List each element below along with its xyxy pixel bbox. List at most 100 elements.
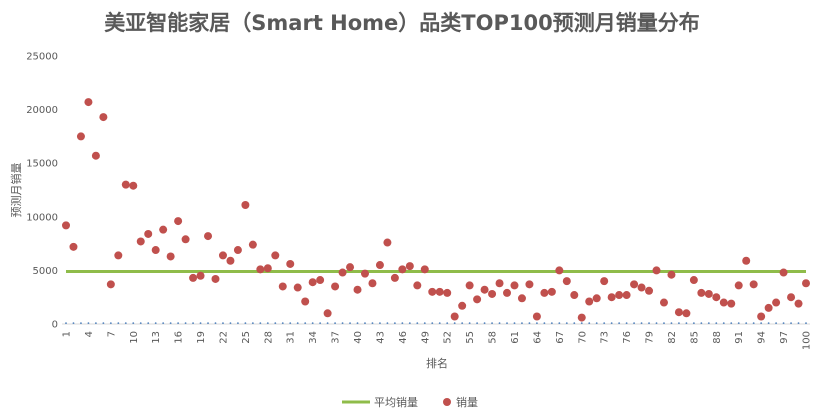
baseline-dot [349, 322, 351, 325]
sales-point [802, 279, 810, 288]
baseline-dot [431, 322, 434, 325]
baseline-dot [214, 322, 217, 325]
baseline-dot [550, 322, 553, 325]
baseline-dot [648, 322, 650, 325]
baseline-dot [117, 322, 120, 325]
sales-point [600, 277, 609, 286]
x-axis: 1 4 7 10 13 16 19 22 25 28 31 34 37 40 43 46 49 52 55 58 61 6… [62, 331, 813, 350]
baseline-dot [266, 322, 269, 325]
baseline-dot [139, 322, 142, 325]
x-tick-label: 85 [689, 331, 700, 344]
baseline-dot [745, 322, 748, 325]
sales-point [562, 277, 571, 286]
sales-point [480, 285, 489, 294]
sales-point [420, 265, 429, 274]
baseline-dot [237, 322, 239, 325]
sales-point [375, 261, 384, 270]
sales-point [458, 301, 467, 310]
sales-point [316, 276, 325, 285]
sales-point [166, 252, 175, 261]
sales-point [764, 303, 773, 312]
sales-point [76, 132, 85, 141]
x-tick-label: 79 [645, 331, 656, 344]
baseline-dot [416, 322, 419, 325]
sales-point [749, 280, 758, 289]
legend-label-sales: 销量 [456, 395, 478, 409]
sales-point [211, 274, 220, 283]
baseline-dot [633, 322, 635, 325]
y-tick-label: 10000 [26, 212, 58, 223]
sales-point [390, 273, 399, 282]
chart-title: 美亚智能家居（Smart Home）品类TOP100预测月销量分布 [104, 11, 699, 35]
x-tick-label: 31 [286, 331, 297, 344]
baseline-dot [207, 322, 209, 325]
sales-point [271, 251, 280, 260]
sales-point [615, 291, 624, 300]
sales-point [189, 273, 198, 282]
baseline-dot [760, 322, 763, 325]
sales-point [398, 265, 407, 274]
x-tick-label: 97 [779, 331, 790, 344]
sales-point [338, 268, 347, 277]
x-tick-label: 46 [398, 331, 409, 344]
baseline-dot [109, 322, 112, 325]
sales-point [503, 288, 512, 297]
sales-point [360, 269, 369, 278]
sales-point [69, 242, 78, 251]
y-tick-label: 25000 [26, 52, 58, 63]
sales-point [181, 235, 190, 244]
sales-point [637, 283, 646, 292]
sales-point [368, 279, 377, 288]
sales-point [525, 280, 534, 289]
sales-point [226, 256, 235, 265]
baseline-dot [326, 322, 329, 325]
x-axis-title: 排名 [426, 356, 448, 370]
baseline-dot [603, 322, 606, 325]
sales-point [622, 291, 631, 300]
baseline-dot [543, 322, 546, 325]
x-tick-label: 25 [241, 331, 252, 344]
sales-point [794, 299, 803, 308]
sales-point [248, 240, 257, 249]
baseline-dot [483, 322, 486, 325]
x-tick-label: 16 [174, 331, 185, 344]
y-axis: 0 5000 10000 15000 20000 25000 [26, 52, 58, 331]
sales-point [540, 288, 549, 297]
baseline-dot [610, 322, 613, 325]
sales-point [233, 246, 242, 255]
baseline-dot [536, 322, 538, 325]
baseline-dot [752, 322, 755, 325]
sales-point [465, 281, 474, 290]
x-tick-label: 94 [757, 331, 768, 344]
baseline-dot [692, 322, 695, 325]
x-tick-label: 19 [196, 331, 207, 344]
sales-point [286, 259, 295, 268]
x-tick-label: 49 [420, 331, 431, 344]
sales-point [555, 266, 564, 275]
baseline-dot [580, 322, 583, 325]
baseline-dot [311, 322, 314, 325]
sales-point [547, 287, 556, 296]
baseline-dot [685, 322, 688, 325]
sales-point [495, 279, 504, 288]
sales-point [697, 288, 706, 297]
baseline-dot [595, 322, 598, 325]
x-tick-label: 88 [712, 331, 723, 344]
baseline-dot [700, 322, 703, 325]
sales-point [256, 265, 265, 274]
baseline-dot [72, 322, 75, 325]
sales-point [159, 225, 168, 234]
sales-point [435, 287, 444, 296]
baseline-dot [498, 322, 501, 325]
sales-point [413, 281, 422, 290]
baseline-dot [154, 322, 157, 325]
baseline-dot [453, 322, 456, 325]
sales-point [532, 312, 541, 321]
baseline-dot [618, 322, 621, 325]
baseline-dot [65, 322, 67, 325]
sales-point [106, 280, 115, 289]
baseline-dot [663, 322, 665, 325]
x-tick-label: 37 [331, 331, 342, 344]
baseline-dot [281, 322, 284, 325]
